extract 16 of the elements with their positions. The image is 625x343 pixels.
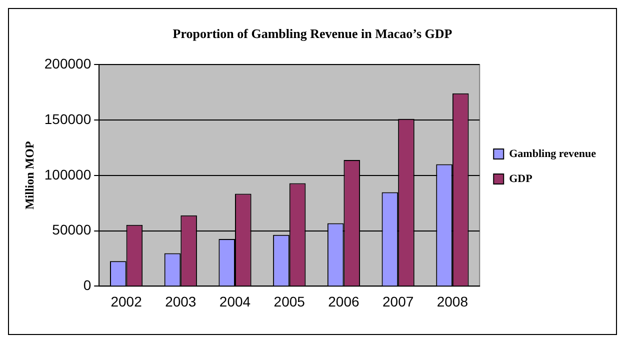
y-tick-label: 0 <box>83 277 92 294</box>
x-tick-label: 2005 <box>274 293 306 310</box>
x-tick-label: 2003 <box>165 293 196 310</box>
x-tick-label: 2008 <box>436 293 468 310</box>
y-tick-label: 200000 <box>44 55 92 72</box>
chart-title: Proportion of Gambling Revenue in Macao’s GDP <box>172 26 452 42</box>
y-tick-label: 150000 <box>44 110 92 127</box>
legend-label: Gambling revenue <box>509 148 596 160</box>
x-tick-label: 2002 <box>110 293 142 310</box>
x-tick-label: 2007 <box>382 293 414 310</box>
x-tick-label: 2006 <box>328 293 360 310</box>
y-tick-label: 100000 <box>44 166 92 182</box>
legend-label: GDP <box>509 172 533 185</box>
y-tick-label: 50000 <box>52 222 92 238</box>
x-tick-label: 2004 <box>219 293 251 310</box>
y-axis-title: Million MOP <box>22 141 36 210</box>
